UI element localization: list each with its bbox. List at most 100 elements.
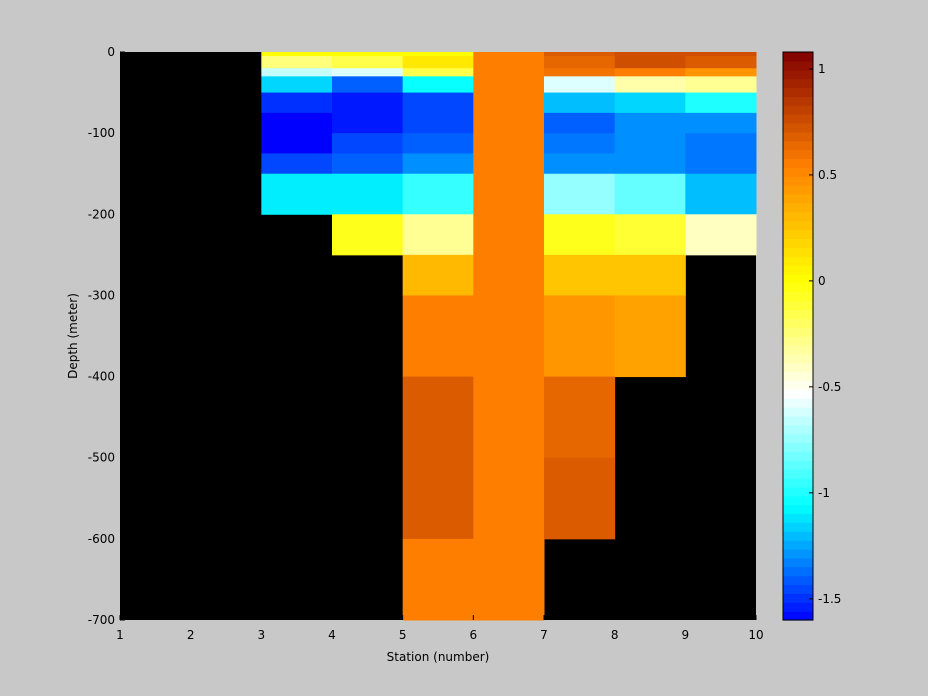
heatmap-cell [614, 214, 686, 256]
heatmap-cells [261, 52, 757, 621]
colorbar-band [783, 69, 813, 80]
y-tick-label: -100 [88, 126, 115, 140]
heatmap-cell [402, 153, 474, 175]
heatmap-cell [402, 376, 474, 540]
heatmap-cell [544, 112, 616, 134]
colorbar-band [783, 158, 813, 168]
heatmap-cell [685, 214, 757, 256]
heatmap-cell [332, 214, 404, 256]
colorbar-band [783, 584, 813, 594]
colorbar-band [783, 504, 813, 515]
colorbar-band [783, 549, 813, 559]
x-axis: 1 2 3 4 5 6 7 8 9 10 [116, 615, 764, 642]
colorbar-band [783, 353, 813, 364]
colorbar-band [783, 176, 813, 186]
colorbar-tick-label: 0.5 [818, 168, 837, 182]
heatmap-cell [544, 56, 616, 69]
colorbar-band [783, 149, 813, 160]
heatmap-cell [261, 68, 333, 77]
heatmap-cell [261, 112, 333, 134]
heatmap-cell [685, 173, 757, 215]
colorbar-frame [782, 51, 814, 621]
heatmap-cell [614, 68, 686, 77]
x-tick-label: 2 [187, 628, 195, 642]
heatmap-cell [614, 295, 686, 378]
colorbar-band [783, 442, 813, 452]
colorbar-band [783, 398, 813, 408]
colorbar-band [783, 344, 813, 355]
colorbar-band [783, 566, 813, 577]
heatmap-cell [685, 56, 757, 69]
colorbar-tick-label: 1 [818, 62, 826, 76]
x-tick-label: 5 [399, 628, 407, 642]
heatmap-cell [685, 76, 757, 94]
heatmap-cell [544, 457, 616, 540]
colorbar-band [783, 478, 813, 488]
colorbar-band [783, 407, 813, 417]
heatmap-cell [261, 92, 333, 114]
heatmap-cell [614, 92, 686, 114]
colorbar-tick-label: -1 [818, 486, 830, 500]
heatmap-cell [685, 68, 757, 77]
colorbar-bands [783, 52, 813, 621]
y-tick-label: -500 [88, 451, 115, 465]
plot-area: 1 2 3 4 5 6 7 8 9 10 0 -100 -200 -300 -400 -500 -600 -70… [88, 45, 764, 642]
heatmap-cell [544, 76, 616, 94]
colorbar-band [783, 238, 813, 248]
heatmap-cell [614, 52, 686, 57]
heatmap-cell [685, 92, 757, 114]
y-tick-label: 0 [107, 45, 115, 59]
heatmap-cell [402, 92, 474, 114]
colorbar-band [783, 300, 813, 310]
colorbar-band [783, 486, 813, 497]
heatmap-cell [402, 76, 474, 94]
heatmap-cell [544, 173, 616, 215]
colorbar-band [783, 52, 813, 62]
heatmap-cell [402, 56, 474, 69]
heatmap-cell [473, 52, 545, 621]
colorbar-band [783, 194, 813, 204]
heatmap-cell [402, 173, 474, 215]
colorbar-band [783, 513, 813, 523]
heatmap-cell [544, 214, 616, 256]
colorbar-tick-label: -0.5 [818, 380, 841, 394]
colorbar-tick-label: 0 [818, 274, 826, 288]
colorbar-band [783, 123, 813, 133]
x-tick-label: 8 [611, 628, 619, 642]
y-tick-label: -400 [88, 370, 115, 384]
heatmap-cell [544, 153, 616, 175]
colorbar-band [783, 229, 813, 239]
colorbar-band [783, 540, 813, 550]
heatmap-cell [261, 133, 333, 154]
colorbar-band [783, 256, 813, 266]
heatmap-cell [332, 112, 404, 134]
colorbar-band [783, 96, 813, 106]
heatmap-cell [402, 538, 474, 621]
heatmap-cell [614, 56, 686, 69]
y-tick-label: -300 [88, 288, 115, 302]
heatmap-cell [685, 133, 757, 154]
y-tick-label: -600 [88, 532, 115, 546]
x-tick-label: 9 [682, 628, 690, 642]
colorbar-band [783, 131, 813, 142]
colorbar-band [783, 309, 813, 319]
colorbar-band [783, 611, 813, 621]
colorbar-band [783, 78, 813, 89]
colorbar-band [783, 202, 813, 213]
colorbar-band [783, 167, 813, 177]
y-tick-label: -200 [88, 207, 115, 221]
heatmap-cell [544, 376, 616, 459]
colorbar-band [783, 424, 813, 435]
colorbar-band [783, 318, 813, 328]
colorbar-band [783, 389, 813, 399]
colorbar-band [783, 291, 813, 302]
heatmap-cell [332, 153, 404, 175]
heatmap-cell [402, 214, 474, 256]
colorbar-band [783, 415, 813, 426]
heatmap-cell [685, 52, 757, 57]
colorbar-band [783, 185, 813, 195]
heatmap-cell [614, 254, 686, 296]
heatmap-cell [261, 52, 333, 57]
y-axis-label: Depth (meter) [66, 293, 80, 379]
